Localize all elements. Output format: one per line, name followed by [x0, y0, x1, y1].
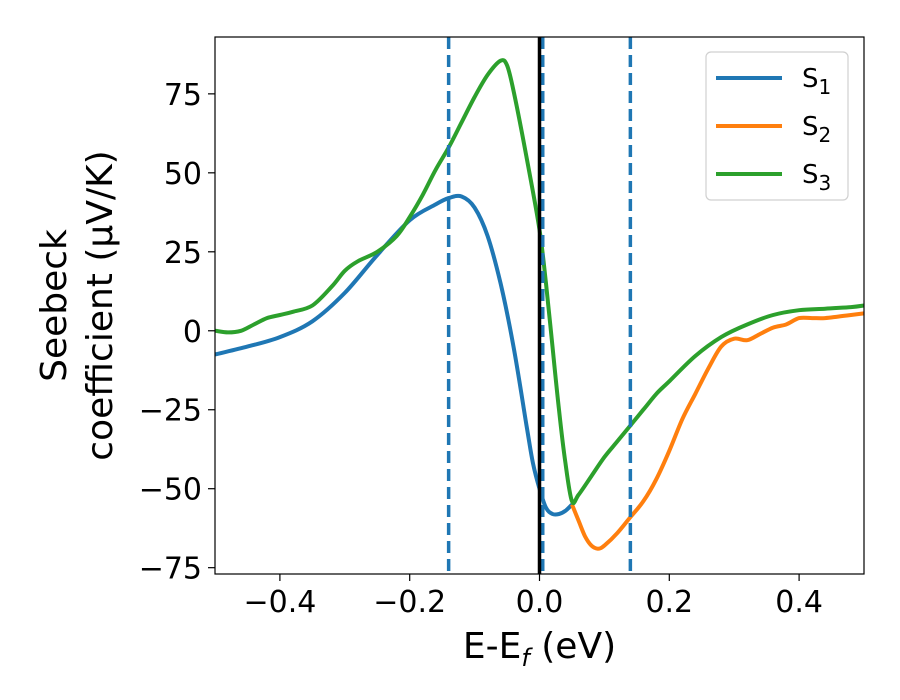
- vertical-reference-lines: [446, 37, 633, 574]
- x-tick-label: 0.4: [775, 585, 823, 620]
- x-tick-label: 0.2: [645, 585, 693, 620]
- y-tick-label: −25: [139, 394, 202, 429]
- legend-label-s1: S1: [802, 64, 831, 99]
- x-tick-label: −0.2: [373, 585, 446, 620]
- series-line-s2: [570, 311, 864, 551]
- plot-lines: [215, 58, 864, 551]
- x-axis-label-unit: (eV): [530, 626, 616, 667]
- y-tick-label: 0: [183, 315, 202, 350]
- x-axis-label: E-Ef (eV): [463, 626, 616, 672]
- legend-label-s3: S3: [802, 160, 831, 195]
- y-axis-label-line2: coefficient (μV/K): [80, 150, 121, 460]
- y-axis-label-line1: Seebeck: [34, 229, 75, 382]
- legend: S1 S2 S3: [705, 51, 849, 201]
- legend-label-s2: S2: [802, 112, 831, 147]
- y-tick-label: −50: [139, 473, 202, 508]
- y-tick-label: 75: [164, 78, 202, 113]
- y-axis-ticks: 75 50 25 0 −25 −50 −75: [139, 78, 215, 587]
- x-axis-ticks: −0.4 −0.2 0.0 0.2 0.4: [243, 574, 823, 620]
- x-tick-label: −0.4: [243, 585, 316, 620]
- y-tick-label: −75: [139, 552, 202, 587]
- x-tick-label: 0.0: [516, 585, 564, 620]
- series-line-s1: [215, 193, 574, 517]
- x-axis-label-main: E-E: [463, 626, 521, 667]
- y-tick-label: 25: [164, 236, 202, 271]
- y-tick-label: 50: [164, 157, 202, 192]
- series-line-s3: [215, 58, 864, 506]
